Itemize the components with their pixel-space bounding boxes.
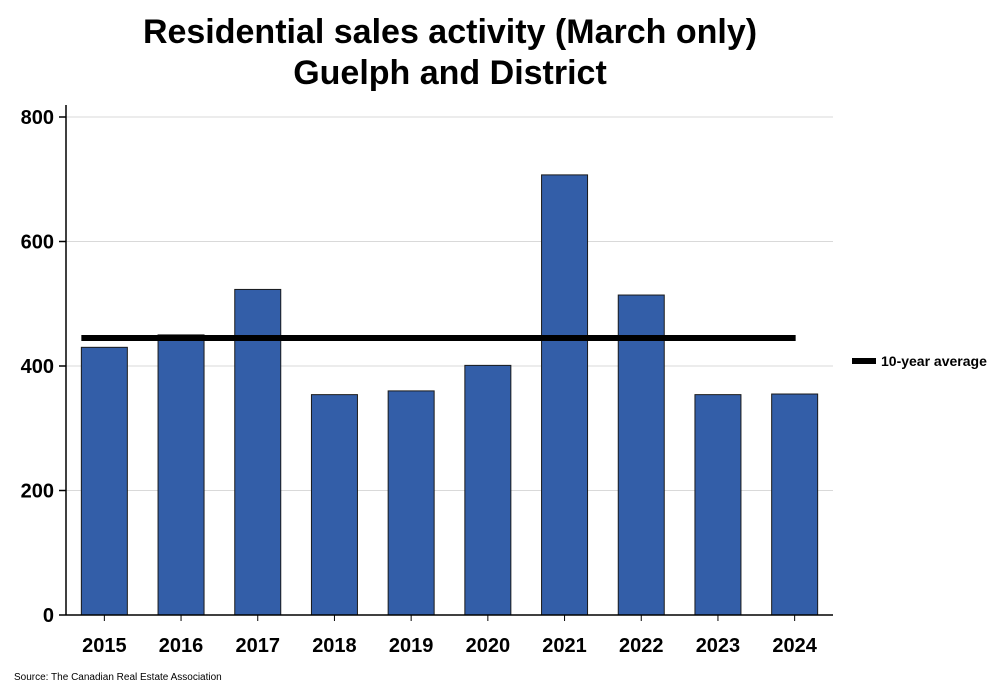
- y-tick-label-600: 600: [21, 232, 54, 254]
- x-tick-label-2017: 2017: [236, 635, 281, 657]
- x-tick-label-2016: 2016: [159, 635, 204, 657]
- legend-label-average: 10-year average: [881, 353, 987, 369]
- bar-2015: [80, 346, 128, 616]
- tick-labels: 0 200 400 600 800 2015 2016 2017 2018 2019 2020 202…: [21, 107, 818, 657]
- y-tick-label-200: 200: [21, 481, 54, 503]
- bar-2022: [617, 294, 665, 616]
- chart-subtitle: Guelph and District: [293, 54, 607, 92]
- x-tick-label-2022: 2022: [619, 635, 664, 657]
- bar-2021: [541, 174, 589, 616]
- axes: [59, 105, 833, 621]
- bar-2024: [771, 393, 819, 616]
- x-tick-label-2024: 2024: [772, 635, 817, 657]
- chart-title: Residential sales activity (March only): [142, 13, 758, 51]
- y-tick-label-400: 400: [21, 356, 54, 378]
- bar-2018: [310, 394, 358, 616]
- x-tick-label-2018: 2018: [312, 635, 357, 657]
- bar-2019: [387, 390, 435, 616]
- x-tick-label-2015: 2015: [82, 635, 127, 657]
- x-tick-label-2020: 2020: [466, 635, 511, 657]
- bar-2017: [234, 288, 282, 616]
- chart-title-block: Residential sales activity (March only) …: [0, 12, 900, 94]
- legend: 10-year average: [852, 353, 987, 369]
- bar-2020: [464, 364, 512, 616]
- bars: [80, 174, 819, 616]
- bar-2023: [694, 394, 742, 616]
- x-tick-label-2021: 2021: [542, 635, 587, 657]
- bar-2016: [157, 334, 205, 616]
- y-tick-label-0: 0: [43, 605, 54, 627]
- y-tick-label-800: 800: [21, 107, 54, 129]
- x-tick-label-2019: 2019: [389, 635, 434, 657]
- x-tick-label-2023: 2023: [696, 635, 741, 657]
- source-note: Source: The Canadian Real Estate Associa…: [14, 672, 222, 683]
